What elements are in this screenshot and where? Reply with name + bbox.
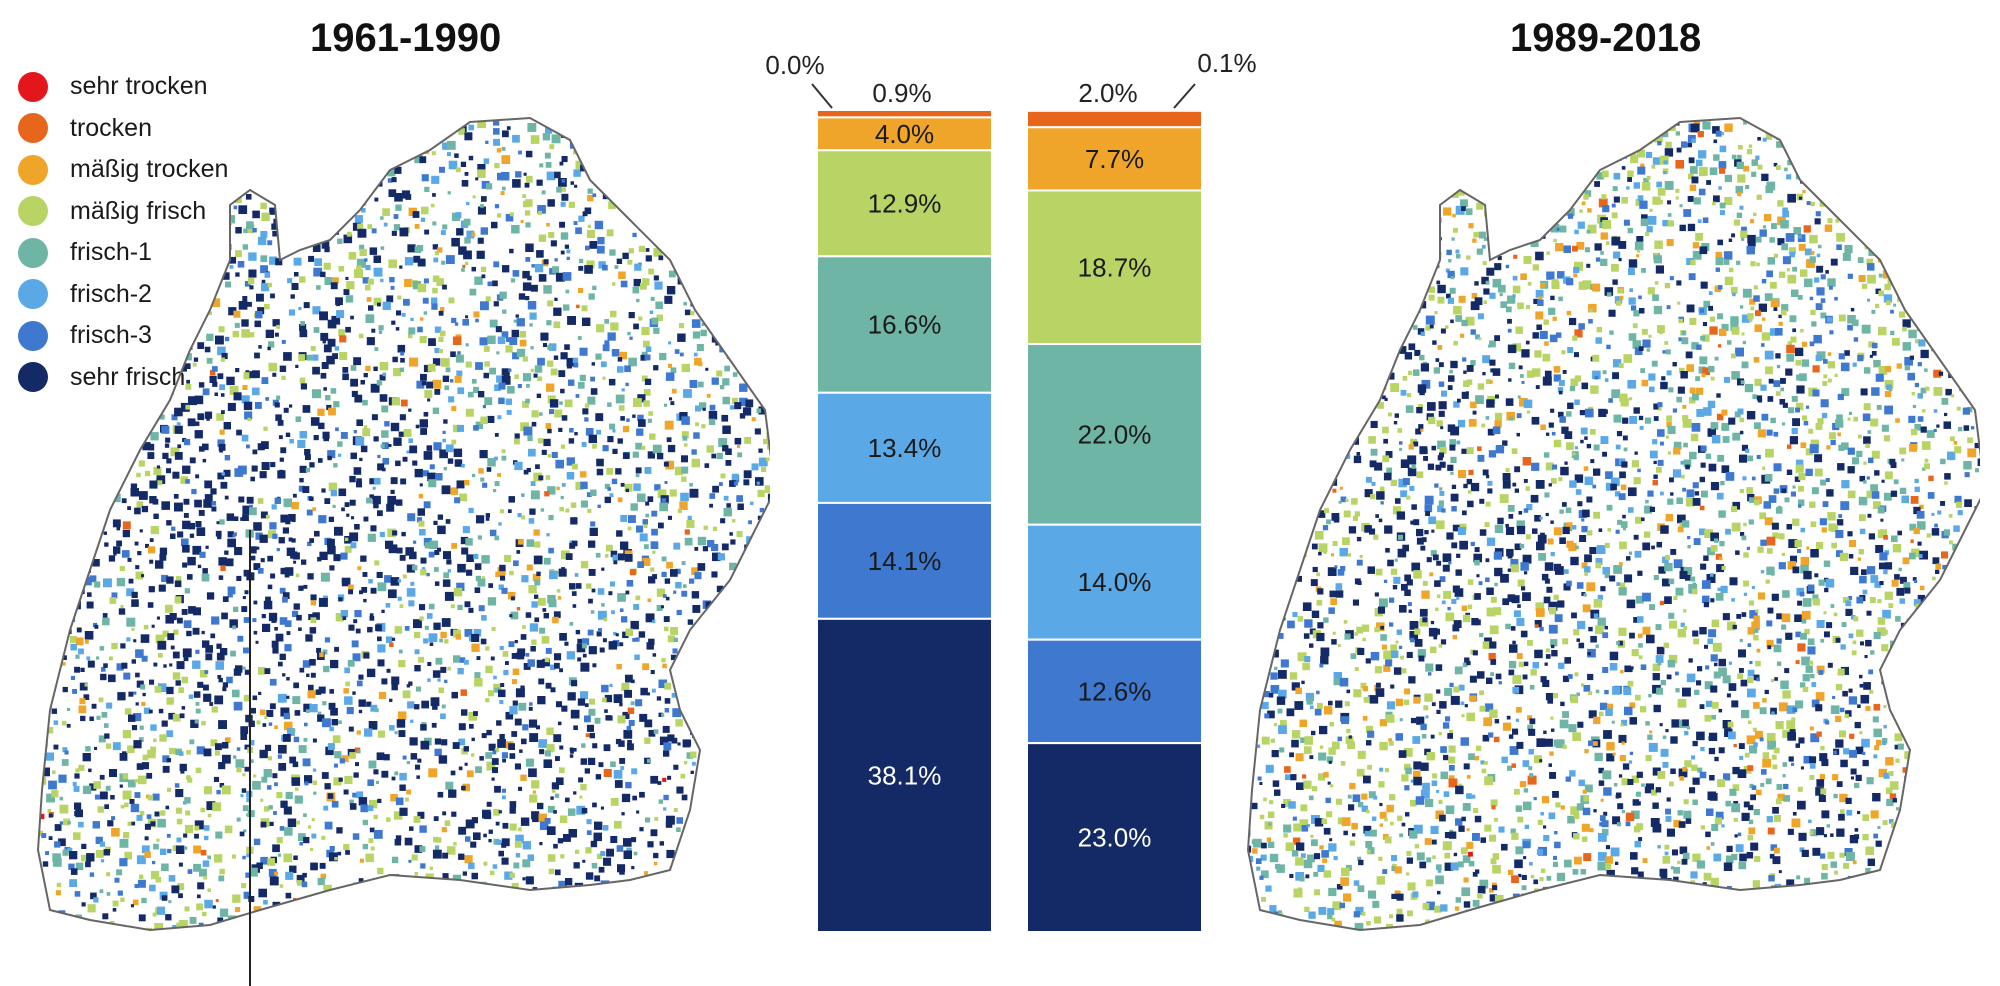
bar-segment: [816, 116, 993, 152]
legend-swatch-icon: [18, 71, 48, 102]
legend-label: frisch-2: [70, 279, 152, 308]
legend-label: frisch-3: [70, 321, 152, 350]
legend-label: sehr frisch: [70, 362, 186, 391]
data-label: 2.0%: [1078, 78, 1137, 108]
map-title-1989-2018: 1989-2018: [1510, 16, 1702, 60]
bar-segment: [816, 109, 993, 119]
legend-swatch-icon: [18, 362, 48, 393]
legend-label: frisch-1: [70, 238, 152, 267]
legend-swatch-icon: [18, 196, 48, 227]
data-label: 4.0%: [875, 119, 934, 149]
bar-segment: [1026, 523, 1203, 641]
leader-line: [1173, 83, 1196, 109]
legend-label: mäßig trocken: [70, 155, 229, 184]
legend-swatch-icon: [18, 237, 48, 268]
legend-swatch-icon: [18, 279, 48, 310]
bar-segment: [816, 149, 993, 258]
map-1989-2018: [1247, 117, 1980, 931]
data-label: 38.1%: [868, 760, 942, 790]
data-label: 23.0%: [1078, 823, 1152, 853]
legend-label: mäßig frisch: [70, 196, 207, 225]
legend-label: sehr trocken: [70, 72, 208, 101]
data-label: 18.7%: [1078, 252, 1152, 282]
bar-segment: [1026, 638, 1203, 745]
data-label: 12.6%: [1078, 676, 1152, 706]
data-label: 12.9%: [868, 188, 942, 218]
legend-item: sehr frisch: [18, 357, 228, 399]
legend-item: frisch-1: [18, 232, 228, 274]
data-label: 16.6%: [868, 310, 942, 340]
data-label: 14.0%: [1078, 567, 1152, 597]
data-label: 7.7%: [1085, 144, 1144, 174]
legend-item: frisch-2: [18, 274, 228, 316]
bar-segment: [1026, 189, 1203, 346]
map-1961-1990: [37, 117, 770, 986]
data-label: 0.1%: [1197, 48, 1256, 78]
data-label: 13.4%: [868, 433, 942, 463]
legend-item: mäßig frisch: [18, 191, 228, 233]
bar-segment: [1026, 109, 1203, 129]
data-label: 0.0%: [765, 50, 824, 80]
data-label: 22.0%: [1078, 419, 1152, 449]
legend-item: mäßig trocken: [18, 149, 228, 191]
legend: sehr trocken trocken mäßig trocken mäßig fr…: [18, 66, 228, 398]
bar-segment: [1026, 742, 1203, 933]
bar-segment: [816, 391, 993, 504]
data-label: 14.1%: [868, 546, 942, 576]
bar-segment: [1026, 126, 1203, 192]
legend-item: frisch-3: [18, 315, 228, 357]
legend-swatch-icon: [18, 113, 48, 144]
legend-item: sehr trocken: [18, 66, 228, 108]
map-title-1961-1990: 1961-1990: [310, 16, 502, 60]
legend-item: trocken: [18, 108, 228, 150]
leader-line: [811, 83, 833, 109]
bar-segment: [816, 255, 993, 394]
legend-label: trocken: [70, 113, 152, 142]
data-label: 0.9%: [872, 78, 931, 108]
legend-swatch-icon: [18, 320, 48, 351]
bar-segment: [816, 501, 993, 620]
bar-segment: [816, 617, 993, 933]
legend-swatch-icon: [18, 154, 48, 185]
